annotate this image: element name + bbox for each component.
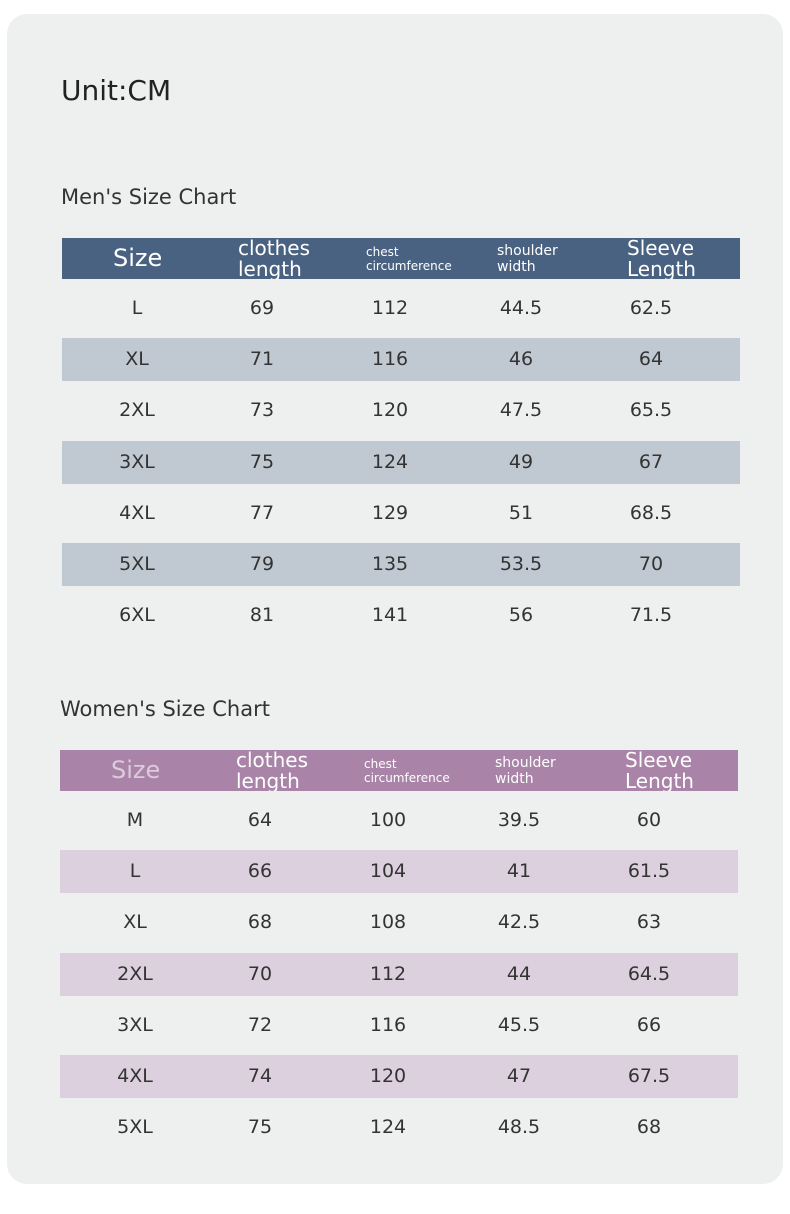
table-cell: 66 — [636, 1013, 662, 1036]
row-stripe — [60, 1055, 738, 1098]
table-cell: 70 — [638, 553, 664, 575]
table-cell: 71.5 — [629, 604, 673, 627]
table-cell: 3XL — [119, 450, 155, 473]
table-cell: 2XL — [117, 962, 153, 985]
table-cell: 75 — [247, 1116, 273, 1139]
table-cell: 46 — [508, 348, 534, 371]
row-stripe — [62, 543, 740, 586]
row-stripe — [60, 952, 738, 996]
table-cell: 77 — [249, 501, 275, 524]
table-cell: 71 — [249, 348, 275, 371]
table-cell: 47 — [506, 1065, 532, 1087]
table-cell: 51 — [508, 501, 534, 524]
table-cell: 135 — [371, 553, 409, 575]
table-cell: 67.5 — [627, 1065, 671, 1087]
table-cell: 116 — [371, 348, 409, 371]
table-cell: 47.5 — [499, 399, 543, 422]
table-cell: XL — [123, 911, 147, 934]
table-cell: L — [131, 297, 143, 319]
table-cell: 64.5 — [627, 962, 671, 985]
table-cell: 44 — [506, 962, 532, 985]
table-cell: 141 — [371, 604, 409, 627]
table-cell: 72 — [247, 1013, 273, 1036]
table-cell: 49 — [508, 450, 534, 473]
table-cell: 64 — [247, 809, 273, 831]
table-cell: 108 — [369, 911, 407, 934]
table-cell: 112 — [371, 297, 409, 319]
table-cell: 81 — [249, 604, 275, 627]
table-cell: 39.5 — [497, 809, 541, 831]
table-cell: 45.5 — [497, 1013, 541, 1036]
table-cell: 73 — [249, 399, 275, 422]
header-cell: chest circumference — [364, 756, 450, 785]
table-cell: 44.5 — [499, 297, 543, 319]
table-cell: 4XL — [119, 501, 155, 524]
table-cell: 5XL — [117, 1116, 153, 1139]
table-cell: 75 — [249, 450, 275, 473]
header-cell: shoulder width — [495, 754, 556, 787]
table-cell: 116 — [369, 1013, 407, 1036]
table-cell: 65.5 — [629, 399, 673, 422]
table-cell: 68 — [636, 1116, 662, 1139]
table-header — [60, 750, 738, 791]
table-cell: 60 — [636, 809, 662, 831]
table-cell: 63 — [636, 911, 662, 934]
header-cell: Size — [113, 244, 163, 272]
header-cell: Sleeve Length — [625, 750, 694, 791]
table-header — [62, 238, 740, 279]
table-cell: XL — [125, 348, 149, 371]
table-cell: 41 — [506, 860, 532, 883]
header-cell: chest circumference — [366, 244, 452, 273]
table-cell: 69 — [249, 297, 275, 319]
header-cell: Size — [111, 756, 161, 784]
table-cell: 112 — [369, 962, 407, 985]
table-cell: 129 — [371, 501, 409, 524]
table-cell: 79 — [249, 553, 275, 575]
row-stripe — [62, 440, 740, 484]
table-cell: L — [129, 860, 141, 883]
womens-title: Women's Size Chart — [60, 697, 270, 721]
table-cell: 64 — [638, 348, 664, 371]
table-cell: 3XL — [117, 1013, 153, 1036]
unit-label: Unit:CM — [61, 74, 172, 107]
table-cell: 104 — [369, 860, 407, 883]
table-cell: 53.5 — [499, 553, 543, 575]
header-cell: shoulder width — [497, 242, 558, 275]
table-cell: 66 — [247, 860, 273, 883]
table-cell: 42.5 — [497, 911, 541, 934]
table-cell: 61.5 — [627, 860, 671, 883]
header-cell: clothes length — [238, 238, 311, 279]
table-cell: 5XL — [119, 553, 155, 575]
row-stripe — [62, 338, 740, 382]
table-cell: 100 — [369, 809, 407, 831]
table-cell: 120 — [371, 399, 409, 422]
table-cell: 6XL — [119, 604, 155, 627]
table-cell: 56 — [508, 604, 534, 627]
table-cell: 67 — [638, 450, 664, 473]
table-cell: 124 — [371, 450, 409, 473]
table-cell: 62.5 — [629, 297, 673, 319]
table-cell: 120 — [369, 1065, 407, 1087]
table-cell: M — [126, 809, 144, 831]
table-cell: 74 — [247, 1065, 273, 1087]
table-cell: 68 — [247, 911, 273, 934]
header-cell: clothes length — [236, 750, 309, 791]
table-cell: 48.5 — [497, 1116, 541, 1139]
table-cell: 2XL — [119, 399, 155, 422]
row-stripe — [60, 850, 738, 894]
header-cell: Sleeve Length — [627, 238, 696, 279]
table-cell: 70 — [247, 962, 273, 985]
table-cell: 4XL — [117, 1065, 153, 1087]
mens-title: Men's Size Chart — [61, 185, 237, 209]
table-cell: 124 — [369, 1116, 407, 1139]
table-cell: 68.5 — [629, 501, 673, 524]
